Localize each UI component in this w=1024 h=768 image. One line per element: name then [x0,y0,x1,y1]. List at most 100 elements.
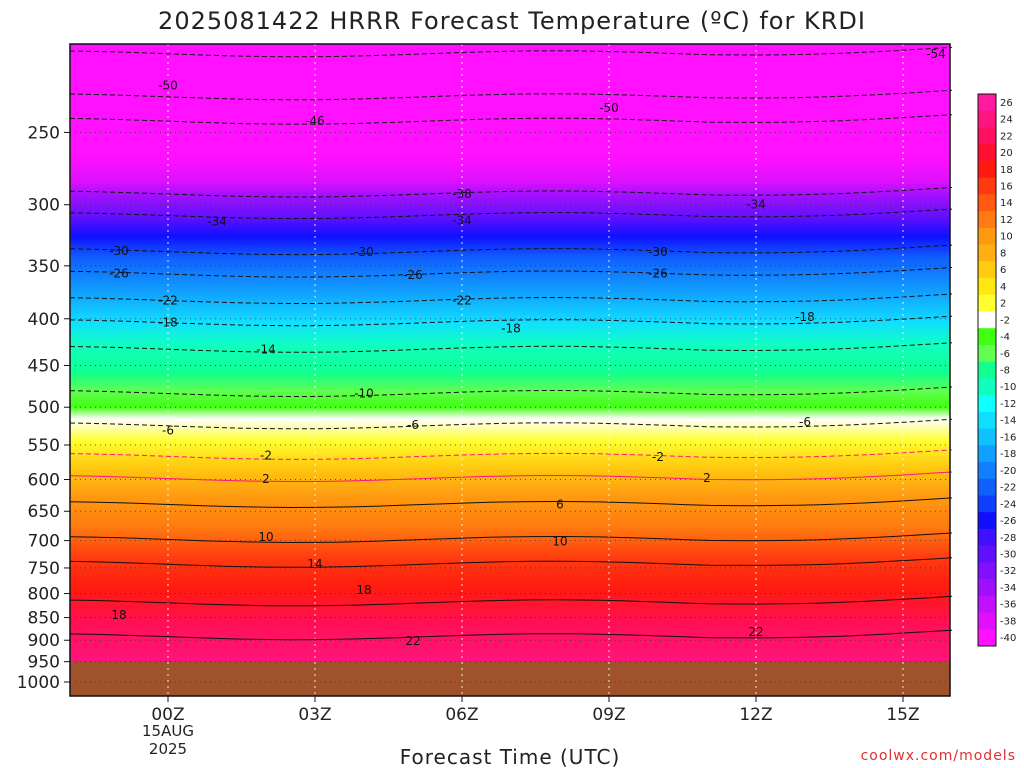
colorbar-swatch [978,629,996,647]
y-tick-label: 700 [28,532,60,552]
isotherm-line [69,244,953,256]
isotherm-line [69,114,953,125]
ground-below-surface [70,662,950,696]
isotherm-label: -2 [260,449,272,463]
colorbar-tick-label: 6 [1000,265,1006,276]
x-axis-label: Forecast Time (UTC) [400,745,621,768]
colorbar-tick-label: -8 [1000,366,1010,377]
colorbar-swatch [978,127,996,145]
isotherm-line [69,208,953,220]
isotherm-label: -34 [746,198,766,212]
isotherm-line [69,315,953,327]
isotherm-line [69,46,953,58]
isotherm-line [69,595,953,607]
colorbar-tick-label: -22 [1000,483,1016,494]
colorbar-swatch [978,160,996,179]
y-tick-label: 900 [28,631,60,651]
isotherm-label: 10 [258,530,273,544]
isotherm-label: -26 [109,267,129,281]
isotherm-label: -2 [652,450,664,464]
colorbar-tick-label: -30 [1000,550,1016,561]
isotherm-line [69,532,953,544]
colorbar-swatch [978,528,996,547]
colorbar-swatch [978,278,996,296]
colorbar-swatch [978,512,996,530]
colorbar-tick-label: -40 [1000,633,1016,644]
pressure-gridlines [70,132,950,683]
isotherm-line [69,471,953,482]
colorbar-swatch [978,378,996,396]
colorbar-swatch [978,495,996,513]
isotherm-label: -34 [207,215,227,229]
colorbar-swatch [978,595,996,614]
isotherm-label: 18 [356,583,371,597]
isotherm-label: -6 [162,423,174,437]
y-tick-label: 350 [28,257,60,277]
colorbar-tick-label: 18 [1000,165,1013,176]
colorbar-tick-label: -26 [1000,516,1016,527]
y-tick-label: 500 [28,398,60,418]
isotherm-line [69,497,953,509]
colorbar-swatch [978,177,996,195]
isotherm-label: -14 [256,342,276,356]
plot-area: -54-50-50-46-38-34 -34-34-30 -30 -30-26 -26-… [69,43,953,697]
isotherm-label: -50 [599,101,619,115]
isotherm-label: 10 [552,535,567,549]
colorbar-tick-label: 8 [1000,248,1006,259]
isotherm-label: -18 [501,322,521,336]
colorbar-tick-label: -12 [1000,399,1016,410]
isotherm-label: -6 [407,418,419,432]
isotherm-label: -50 [158,78,178,92]
isotherm-line [69,557,953,568]
isotherm-label: -10 [354,387,374,401]
colorbar-swatch [978,478,996,496]
isotherm-label: 18 [111,608,126,622]
colorbar-swatch [978,428,996,446]
x-tick-label: 00Z [151,705,184,725]
colorbar-swatch [978,344,996,363]
colorbar-swatch [978,211,996,229]
x-tick-label: 03Z [298,705,331,725]
colorbar-swatch [978,110,996,128]
colorbar-frame [977,93,997,647]
isotherm-label: 6 [556,497,564,511]
colorbar-swatch [978,411,996,430]
colorbar-tick-label: 4 [1000,282,1006,293]
isotherm-line [69,342,953,353]
y-tick-label: 1000 [17,673,60,693]
temperature-field [70,44,950,664]
y-tick-label: 800 [28,585,60,605]
isotherm-label: 2 [262,472,270,486]
x-tick-label: 09Z [592,705,625,725]
y-tick-label: 850 [28,609,60,629]
y-tick-label: 400 [28,310,60,330]
isotherm-label: 14 [307,557,322,571]
isotherm-label: -22 [158,294,178,308]
colorbar-tick-label: -24 [1000,499,1016,510]
colorbar-swatch [978,445,996,463]
colorbar-swatch [978,361,996,379]
colorbar-swatch [978,261,996,279]
credit-text[interactable]: coolwx.com/models [861,748,1016,764]
isotherm-line [69,418,953,430]
isotherm-line [69,89,953,101]
colorbar-swatch [978,612,996,630]
isotherm-label: -6 [799,415,811,429]
colorbar-tick-label: 14 [1000,198,1013,209]
isotherm-labels: -54-50-50-46-38-34 -34-34-30 -30 -30-26 -26-… [109,47,946,648]
chart-title: 2025081422 HRRR Forecast Temperature (ºC… [158,7,866,35]
colorbar-swatch [978,311,996,329]
isotherm-line [69,629,953,641]
colorbar-swatch [978,328,996,346]
colorbar-tick-label: -18 [1000,449,1016,460]
plot-frame [69,43,951,697]
date-line-2: 2025 [149,740,187,758]
isotherm-label: 22 [405,634,420,648]
colorbar-swatch [978,562,996,580]
colorbar-swatch [978,462,996,480]
date-line-1: 15AUG [142,722,194,740]
colorbar-swatch [978,94,996,112]
colorbar-tick-label: -32 [1000,566,1016,577]
colorbar-tick-label: 2 [1000,299,1006,310]
colorbar-tick-label: 24 [1000,115,1013,126]
